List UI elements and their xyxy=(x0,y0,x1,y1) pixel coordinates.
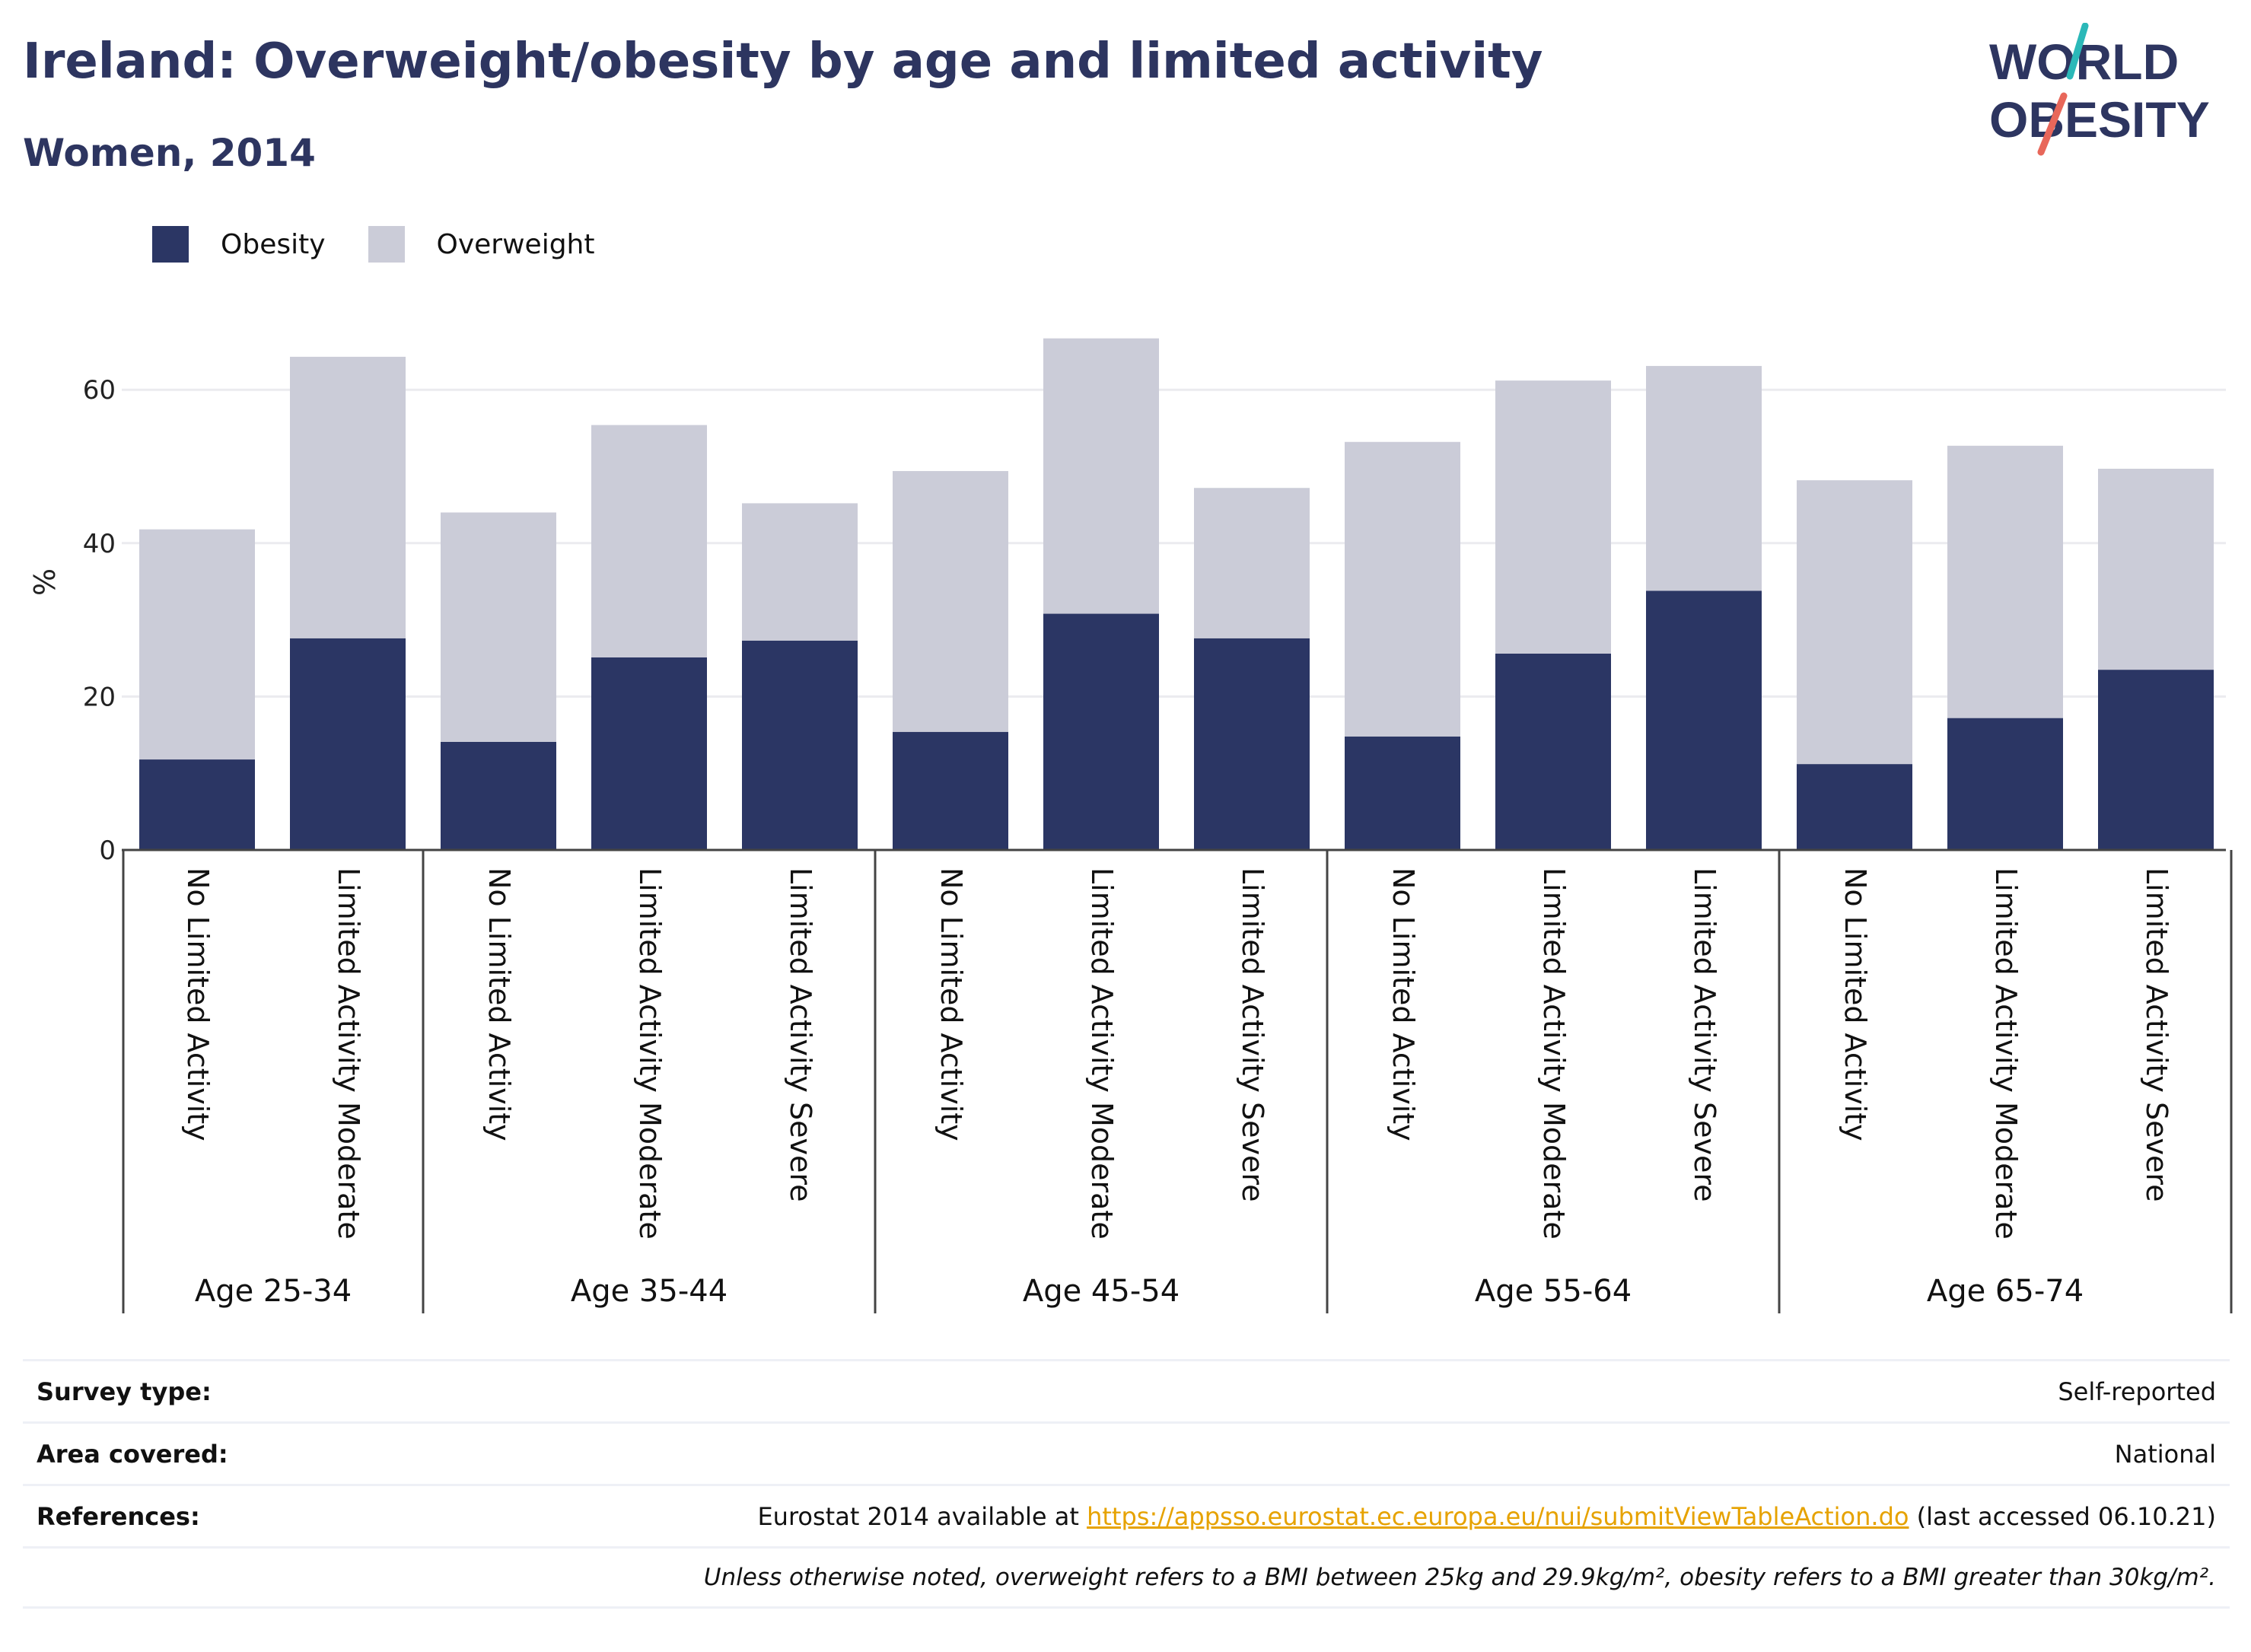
references-link[interactable]: https://appsso.eurostat.ec.europa.eu/nui… xyxy=(1087,1501,1909,1531)
bar-overweight xyxy=(139,529,255,760)
legend-label-obesity: Obesity xyxy=(221,228,326,260)
legend-swatch-overweight xyxy=(368,226,405,263)
x-category-label: Limited Activity Severe xyxy=(784,867,817,1202)
world-obesity-logo: WORLD OBESITY xyxy=(1989,23,2210,156)
legend-label-overweight: Overweight xyxy=(436,228,595,260)
area-covered-label: Area covered: xyxy=(37,1439,228,1469)
legend-item-overweight[interactable]: Overweight xyxy=(368,226,595,263)
references-prefix: Eurostat 2014 available at xyxy=(757,1501,1087,1531)
bar-obesity xyxy=(2098,670,2214,850)
x-category-label: Limited Activity Moderate xyxy=(332,867,365,1240)
x-category-label: Limited Activity Moderate xyxy=(1537,867,1571,1240)
x-group-label: Age 25-34 xyxy=(195,1274,352,1309)
x-category-label: No Limited Activity xyxy=(934,867,968,1141)
meta-row-survey-type: Survey type: Self-reported xyxy=(23,1359,2230,1421)
references-label: References: xyxy=(37,1501,200,1531)
bar-obesity xyxy=(441,741,556,850)
metadata-table: Survey type: Self-reported Area covered:… xyxy=(23,1359,2230,1609)
bar-overweight xyxy=(1797,480,1912,765)
x-category-label: Limited Activity Moderate xyxy=(1989,867,2023,1240)
bar-overweight xyxy=(591,425,707,657)
bar-obesity xyxy=(1646,590,1762,850)
bar-overweight xyxy=(1345,441,1460,737)
meta-row-references: References: Eurostat 2014 available at h… xyxy=(23,1484,2230,1546)
bar-obesity xyxy=(1194,638,1310,850)
bar-overweight xyxy=(1646,365,1762,591)
chart-legend: Obesity Overweight xyxy=(152,224,637,264)
bar-obesity xyxy=(591,657,707,850)
x-category-label: Limited Activity Moderate xyxy=(1085,867,1119,1240)
logo-slash-top-icon xyxy=(2066,23,2089,80)
x-category-label: No Limited Activity xyxy=(482,867,516,1141)
x-group-label: Age 45-54 xyxy=(1023,1274,1180,1309)
bar-obesity xyxy=(893,731,1008,850)
y-tick-label: 20 xyxy=(83,682,116,712)
meta-row-area-covered: Area covered: National xyxy=(23,1421,2230,1484)
bar-overweight xyxy=(742,503,858,641)
bar-obesity xyxy=(742,640,858,850)
bar-obesity xyxy=(1947,718,2063,850)
x-group-label: Age 65-74 xyxy=(1927,1274,2084,1309)
y-tick-label: 0 xyxy=(99,836,116,866)
bar-overweight xyxy=(1043,338,1159,614)
bar-obesity xyxy=(1495,653,1611,850)
x-group-label: Age 55-64 xyxy=(1475,1274,1632,1309)
bar-obesity xyxy=(1797,764,1912,850)
x-category-label: No Limited Activity xyxy=(1839,867,1872,1141)
survey-type-value: Self-reported xyxy=(2058,1377,2216,1406)
bar-overweight xyxy=(893,471,1008,732)
x-category-label: Limited Activity Moderate xyxy=(633,867,667,1240)
x-category-label: Limited Activity Severe xyxy=(2140,867,2173,1202)
chart-subtitle: Women, 2014 xyxy=(23,131,316,175)
y-tick-label: 60 xyxy=(83,375,116,406)
bar-overweight xyxy=(2098,469,2214,670)
stacked-bar-chart: 0 20 40 60% No Limited Activity Limited Activ… xyxy=(28,338,2233,1313)
logo-slash-bottom-icon xyxy=(2037,92,2068,156)
bmi-definition-note: Unless otherwise noted, overweight refer… xyxy=(703,1564,2216,1591)
bar-obesity xyxy=(290,638,406,850)
logo-text-obesity: OBESITY xyxy=(1989,91,2210,148)
y-axis-label: % xyxy=(28,568,62,596)
area-covered-value: National xyxy=(2114,1439,2216,1469)
x-category-label: Limited Activity Severe xyxy=(1688,867,1721,1202)
bar-overweight xyxy=(441,512,556,742)
bar-obesity xyxy=(1043,613,1159,850)
x-category-label: No Limited Activity xyxy=(181,867,215,1141)
chart-title: Ireland: Overweight/obesity by age and l… xyxy=(23,33,1543,90)
bar-overweight xyxy=(1194,488,1310,638)
logo-text-world: WORLD xyxy=(1989,33,2179,90)
references-value: Eurostat 2014 available at https://appss… xyxy=(757,1502,2216,1531)
bar-overweight xyxy=(290,356,406,638)
legend-item-obesity[interactable]: Obesity xyxy=(152,226,326,263)
bar-obesity xyxy=(1345,736,1460,850)
x-group-label: Age 35-44 xyxy=(571,1274,728,1309)
references-suffix: (last accessed 06.10.21) xyxy=(1909,1501,2216,1531)
bar-overweight xyxy=(1495,380,1611,654)
x-category-label: Limited Activity Severe xyxy=(1236,867,1269,1202)
legend-swatch-obesity xyxy=(152,226,189,263)
x-category-label: No Limited Activity xyxy=(1387,867,1420,1141)
survey-type-label: Survey type: xyxy=(37,1377,212,1406)
bar-obesity xyxy=(139,759,255,850)
y-tick-label: 40 xyxy=(83,529,116,559)
meta-row-note: Unless otherwise noted, overweight refer… xyxy=(23,1546,2230,1609)
bar-overweight xyxy=(1947,445,2063,718)
